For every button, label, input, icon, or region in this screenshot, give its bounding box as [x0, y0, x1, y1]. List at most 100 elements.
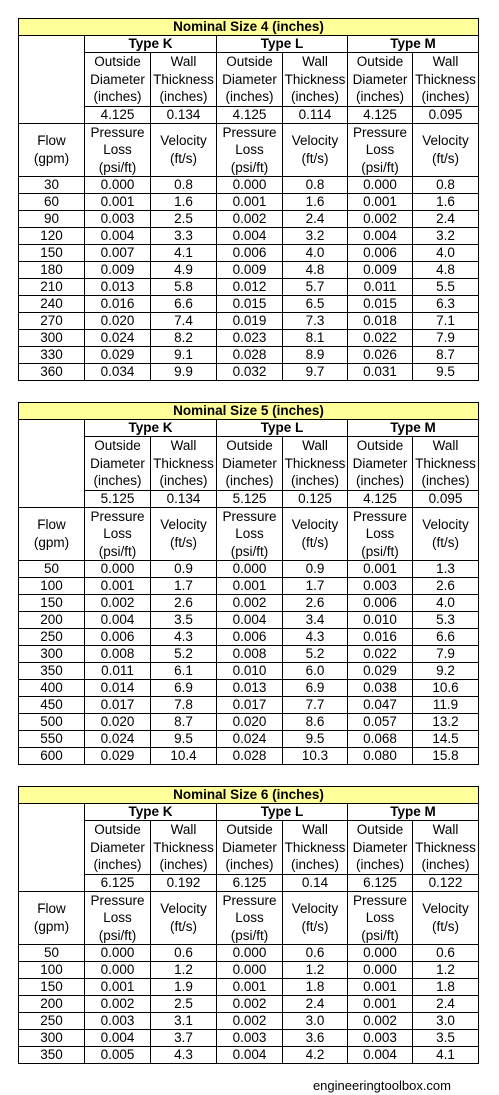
table-row: 240 0.016 6.6 0.015 6.5 0.015 6.3: [18, 295, 480, 313]
flow-cell: 100: [18, 577, 85, 595]
wall-thickness-label-line: Thickness: [415, 839, 476, 855]
pressure-loss-cell: 0.057: [347, 713, 413, 731]
pressure-loss-cell: 0.022: [347, 329, 413, 347]
outside-diameter-header: Outside Diameter (inches): [347, 436, 413, 491]
velocity-cell: 6.5: [282, 295, 348, 313]
table-title: Nominal Size 5 (inches): [17, 402, 480, 420]
table-row: 210 0.013 5.8 0.012 5.7 0.011 5.5: [18, 278, 480, 296]
velocity-cell: 0.6: [150, 944, 217, 962]
outside-diameter-label-line: Outside: [226, 54, 273, 69]
velocity-cell: 7.9: [411, 645, 480, 663]
wall-thickness-label-line: (inches): [159, 857, 208, 872]
pressure-loss-cell: 0.005: [84, 1046, 151, 1064]
outside-diameter-label-line: Diameter: [90, 71, 145, 87]
pressure-loss-cell: 0.002: [216, 1012, 283, 1030]
pressure-loss-cell: 0.001: [216, 577, 283, 595]
velocity-cell: 1.7: [150, 577, 217, 595]
pressure-loss-cell: 0.022: [347, 645, 413, 663]
pressure-loss-cell: 0.000: [84, 176, 151, 194]
velocity-cell: 3.0: [411, 1012, 480, 1030]
velocity-cell: 9.5: [282, 730, 348, 748]
pipe-size-table: Nominal Size 6 (inches) Type K Type L Ty…: [17, 786, 480, 1064]
velocity-cell: 1.6: [150, 193, 217, 211]
velocity-cell: 6.9: [150, 679, 217, 697]
outside-diameter-label-line: Outside: [226, 822, 273, 837]
pressure-loss-header: Pressure Loss (psi/ft): [347, 890, 413, 945]
pressure-loss-label-line: (psi/ft): [361, 159, 399, 175]
pressure-loss-cell: 0.038: [347, 679, 413, 697]
pressure-loss-cell: 0.004: [84, 227, 151, 245]
wall-thickness-label-line: (inches): [290, 473, 339, 488]
outside-diameter-label-line: Outside: [356, 438, 404, 453]
wall-thickness-header: Wall Thickness (inches): [150, 52, 217, 107]
velocity-cell: 4.0: [411, 594, 480, 612]
flow-cell: 60: [18, 193, 85, 211]
velocity-cell: 6.1: [150, 662, 217, 680]
outside-diameter-label-line: (inches): [225, 857, 274, 872]
velocity-cell: 5.2: [150, 645, 217, 663]
pressure-loss-cell: 0.008: [216, 645, 283, 663]
table-row: 400 0.014 6.9 0.013 6.9 0.038 10.6: [18, 679, 480, 697]
flow-cell: 350: [18, 662, 85, 680]
wall-thickness-label-line: Thickness: [415, 71, 476, 87]
dim-value: 6.125: [84, 873, 151, 892]
outside-diameter-label-line: (inches): [355, 89, 404, 104]
velocity-cell: 0.9: [150, 560, 217, 578]
pressure-loss-label-line: Pressure: [90, 508, 145, 524]
pressure-loss-cell: 0.047: [347, 696, 413, 714]
wall-thickness-label-line: Wall: [170, 438, 197, 453]
wall-thickness-header: Wall Thickness (inches): [150, 436, 217, 491]
velocity-cell: 5.5: [411, 278, 480, 296]
pressure-loss-label-line: Pressure: [222, 892, 277, 908]
velocity-cell: 6.0: [282, 662, 348, 680]
pressure-loss-cell: 0.003: [347, 577, 413, 595]
wall-thickness-label-line: Wall: [432, 54, 459, 69]
type-m-header: Type M: [346, 803, 480, 821]
table-row: 600 0.029 10.4 0.028 10.3 0.080 15.8: [18, 747, 480, 765]
pressure-loss-cell: 0.029: [84, 346, 151, 364]
table-row: 100 0.000 1.2 0.000 1.2 0.000 1.2: [18, 961, 480, 979]
pressure-loss-label-line: Loss: [103, 142, 132, 157]
outside-diameter-header: Outside Diameter (inches): [347, 820, 413, 875]
wall-thickness-label-line: Thickness: [153, 839, 214, 855]
pressure-loss-label-line: Loss: [235, 142, 264, 157]
flow-cell: 250: [18, 1012, 85, 1030]
wall-thickness-label-line: (inches): [159, 89, 208, 104]
velocity-cell: 4.1: [411, 1046, 480, 1064]
velocity-label-line: (ft/s): [301, 918, 329, 934]
outside-diameter-label-line: Outside: [94, 822, 141, 837]
velocity-cell: 0.6: [411, 944, 480, 962]
table-row: 150 0.007 4.1 0.006 4.0 0.006 4.0: [18, 244, 480, 262]
table-row: 30 0.000 0.8 0.000 0.8 0.000 0.8: [18, 176, 480, 194]
pressure-loss-cell: 0.001: [347, 995, 413, 1013]
pressure-loss-label-line: (psi/ft): [98, 927, 137, 943]
dim-value: 0.114: [282, 105, 348, 124]
velocity-cell: 4.8: [282, 261, 348, 279]
velocity-label-line: (ft/s): [301, 534, 329, 550]
pressure-loss-cell: 0.002: [216, 210, 283, 228]
pipe-size-table: Nominal Size 5 (inches) Type K Type L Ty…: [17, 402, 480, 765]
velocity-cell: 8.7: [150, 713, 217, 731]
table-row: 150 0.001 1.9 0.001 1.8 0.001 1.8: [18, 978, 480, 996]
velocity-cell: 3.2: [411, 227, 480, 245]
velocity-label-line: Velocity: [160, 133, 207, 149]
table-row: 300 0.024 8.2 0.023 8.1 0.022 7.9: [18, 329, 480, 347]
pressure-loss-cell: 0.014: [84, 679, 151, 697]
type-k-header: Type K: [84, 35, 217, 53]
flow-cell: 50: [18, 944, 85, 962]
wall-thickness-label-line: (inches): [290, 857, 339, 872]
velocity-cell: 2.4: [282, 210, 348, 228]
table-row: 300 0.004 3.7 0.003 3.6 0.003 3.5: [18, 1029, 480, 1047]
velocity-cell: 0.8: [411, 176, 480, 194]
outside-diameter-label-line: Outside: [356, 822, 404, 837]
pressure-loss-cell: 0.016: [84, 295, 151, 313]
outside-diameter-label-line: Diameter: [352, 455, 408, 471]
pressure-loss-cell: 0.015: [347, 295, 413, 313]
velocity-label-line: (ft/s): [170, 150, 197, 166]
wall-thickness-label-line: Wall: [432, 822, 459, 837]
wall-thickness-header: Wall Thickness (inches): [411, 820, 480, 875]
velocity-label-line: Velocity: [422, 133, 469, 149]
wall-thickness-header: Wall Thickness (inches): [282, 52, 348, 107]
pressure-loss-label-line: Pressure: [352, 892, 408, 908]
flow-cell: 200: [18, 995, 85, 1013]
